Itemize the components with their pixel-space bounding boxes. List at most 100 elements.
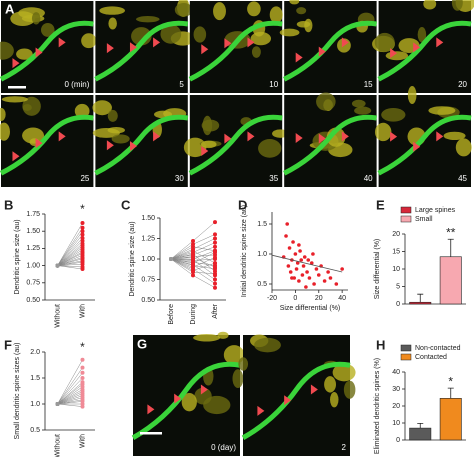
point	[316, 273, 321, 277]
arrowhead	[12, 58, 20, 69]
y-tick-label: 30	[392, 386, 400, 393]
dendrite	[377, 114, 472, 176]
pair-line	[57, 243, 83, 266]
point	[213, 220, 217, 225]
arrowhead	[58, 131, 66, 142]
axon-signal	[217, 331, 229, 339]
axon-signal	[22, 127, 45, 144]
arrowhead	[201, 44, 209, 55]
axon-signal	[381, 108, 406, 122]
time-label: 25	[80, 174, 89, 183]
y-tick-label: 15	[392, 248, 400, 255]
pair-line	[170, 246, 194, 260]
point	[213, 271, 217, 276]
point	[80, 232, 85, 237]
point	[213, 250, 217, 255]
pair-line	[57, 399, 83, 405]
point	[80, 267, 85, 272]
axon-signal	[40, 22, 55, 37]
point	[213, 232, 217, 237]
point	[322, 279, 327, 283]
axon-signal	[354, 106, 372, 115]
y-tick-label: 1.25	[26, 245, 40, 252]
point	[80, 229, 85, 234]
dendrite	[188, 114, 283, 176]
axon-signal	[251, 46, 261, 58]
arrowhead	[106, 140, 114, 151]
x-tick-label: -20	[267, 295, 277, 302]
pair-line	[57, 245, 83, 266]
pair-line	[57, 258, 83, 266]
pair-line	[192, 262, 216, 271]
arrowhead	[58, 37, 66, 48]
point	[299, 258, 304, 262]
pair-line	[170, 240, 194, 260]
point	[80, 370, 85, 375]
point	[285, 222, 290, 226]
pair-line	[57, 393, 83, 405]
pair-line	[192, 238, 216, 250]
pair-line	[192, 259, 216, 276]
axon-signal	[201, 140, 217, 149]
point	[295, 261, 300, 265]
x-tick-label: Before	[168, 304, 175, 325]
pair-line	[170, 258, 194, 276]
pair-line	[57, 367, 83, 405]
dendrite	[241, 361, 351, 441]
y-tick-label: 10	[392, 266, 400, 273]
y-tick-label: 5	[396, 283, 400, 290]
pair-line	[192, 250, 216, 264]
legend-label: Contacted	[415, 354, 447, 361]
point	[309, 261, 314, 265]
point	[314, 267, 319, 271]
pair-line	[170, 250, 194, 260]
legend-swatch	[400, 206, 412, 214]
axon-signal	[136, 16, 160, 23]
time-label: 30	[175, 174, 184, 183]
axon-signal	[131, 27, 152, 46]
pair-line	[57, 255, 83, 266]
point	[80, 262, 85, 267]
arrowhead	[413, 42, 421, 53]
pair-line	[57, 403, 83, 407]
pair-line	[57, 240, 83, 266]
pair-line	[57, 359, 83, 405]
dendrite	[131, 361, 241, 441]
y-tick-label: 0.5	[30, 427, 40, 434]
dendrite	[377, 20, 472, 82]
point	[288, 270, 293, 274]
arrowhead	[129, 141, 137, 152]
axon-signal	[160, 24, 182, 44]
axon-signal	[417, 27, 427, 43]
pair-line	[192, 271, 216, 275]
point	[298, 249, 302, 253]
pair-line	[192, 246, 216, 256]
pair-line	[57, 252, 83, 266]
x-tick-label: 0	[293, 295, 297, 302]
y-tick-label: 0.50	[141, 297, 155, 304]
point	[301, 264, 306, 268]
point	[80, 376, 85, 380]
axon-signal	[107, 109, 118, 122]
pair-line	[170, 258, 194, 264]
axon-signal	[443, 131, 466, 141]
scale-bar	[8, 86, 26, 89]
point	[290, 276, 294, 280]
pair-line	[57, 247, 83, 266]
panel-label: E	[376, 197, 385, 212]
pair-line	[57, 265, 83, 268]
arrowhead	[224, 38, 232, 49]
point	[297, 279, 301, 283]
pair-line	[57, 386, 83, 405]
point	[340, 267, 344, 271]
legend-label: Large spines	[415, 207, 456, 214]
axon-signal	[332, 363, 356, 382]
point	[213, 266, 217, 271]
axon-signal	[407, 86, 417, 105]
axon-signal	[304, 18, 313, 33]
dendrite	[283, 114, 378, 176]
time-label: 20	[458, 80, 467, 89]
axon-signal	[254, 337, 281, 353]
arrowhead	[106, 43, 114, 54]
y-tick-label: 1.50	[141, 215, 155, 222]
